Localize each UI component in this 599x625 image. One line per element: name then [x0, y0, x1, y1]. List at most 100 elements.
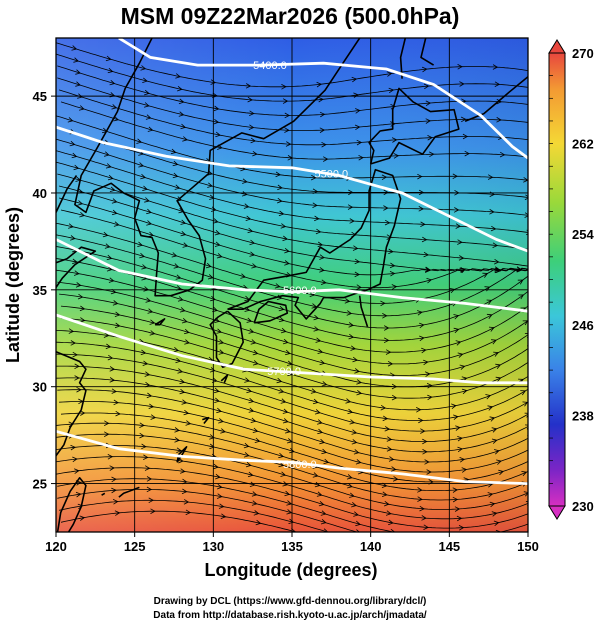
x-tick-label: 135: [281, 539, 303, 554]
wind-arrowhead: [463, 553, 468, 558]
wind-arrowhead: [325, 538, 330, 543]
wind-streamline: [59, 499, 329, 532]
wind-streamline: [56, 467, 528, 529]
wind-arrowhead: [428, 552, 433, 557]
wind-arrowhead: [390, 538, 395, 543]
wind-arrowhead: [495, 529, 502, 532]
coastline: [56, 477, 87, 532]
wind-arrowhead: [529, 446, 534, 451]
wind-arrowhead: [523, 491, 528, 497]
wind-streamline: [57, 389, 528, 463]
wind-streamline: [56, 53, 528, 102]
y-tick-label: 40: [33, 186, 47, 201]
y-tick-label: 25: [33, 477, 47, 492]
colorbar-bottom-triangle: [548, 505, 566, 520]
height-contour: [56, 313, 528, 385]
x-tick-label: 120: [45, 539, 67, 554]
wind-streamline: [56, 422, 528, 491]
wind-arrowhead: [524, 194, 528, 200]
credit-data: Data from http://database.rish.kyoto-u.a…: [153, 610, 427, 621]
coastline: [74, 38, 361, 297]
wind-streamline: [59, 401, 528, 473]
wind-arrowhead: [430, 561, 435, 566]
wind-streamline: [56, 456, 528, 520]
wind-streamline: [56, 126, 528, 198]
wind-streamline: [58, 89, 528, 146]
contour-label: 5500.0: [315, 169, 349, 181]
wind-streamline: [56, 115, 528, 181]
coastline: [464, 76, 528, 123]
coastline: [358, 295, 369, 327]
coastline: [101, 492, 106, 496]
contour-label: 5700.0: [267, 366, 301, 378]
wind-streamline: [59, 185, 528, 272]
wind-arrowhead: [394, 556, 399, 561]
wind-arrowhead: [356, 529, 360, 532]
wind-streamline: [57, 173, 528, 267]
colorbar-label: 254: [572, 227, 594, 242]
wind-streamline: [56, 341, 528, 421]
colorbar-label: 246: [572, 318, 594, 333]
wind-streamline: [56, 161, 528, 250]
wind-streamline: [56, 150, 528, 233]
wind-streamline: [59, 293, 528, 376]
wind-streamline: [57, 281, 528, 365]
wind-arrowhead: [529, 266, 534, 271]
x-tick-label: 145: [438, 539, 460, 554]
map-title: MSM 09Z22Mar2026 (500.0hPa): [121, 3, 460, 29]
wind-arrowhead: [530, 86, 535, 91]
wind-arrowhead: [465, 562, 469, 567]
colorbar-top-triangle: [548, 39, 566, 54]
coastline: [56, 246, 97, 289]
wind-streamline: [56, 42, 528, 88]
wind-streamline: [56, 258, 528, 341]
coastline: [253, 300, 289, 324]
x-axis-label: Longitude (degrees): [204, 560, 377, 580]
wind-arrowhead: [426, 534, 431, 539]
height-contour: [118, 38, 528, 160]
coastline: [368, 87, 460, 165]
coastline: [56, 351, 87, 458]
wind-arrowhead: [323, 528, 329, 532]
wind-arrowhead: [525, 424, 528, 430]
wind-arrowhead: [524, 212, 528, 218]
height-contour: [56, 125, 528, 253]
wind-streamline: [56, 433, 528, 501]
contour-label: 5800.0: [283, 459, 317, 471]
wind-arrowhead: [529, 264, 534, 269]
coastline: [420, 38, 435, 66]
wind-streamline: [56, 222, 528, 304]
x-tick-label: 125: [124, 539, 146, 554]
contour-label: 5400.0: [253, 60, 287, 72]
wind-arrowhead: [498, 549, 503, 554]
wind-arrowhead: [532, 121, 537, 126]
wind-streamline: [57, 77, 528, 131]
x-tick-label: 140: [360, 539, 382, 554]
wind-arrowhead: [527, 72, 528, 74]
wind-arrowhead: [532, 103, 537, 108]
colorbar-label: 230: [572, 499, 594, 514]
colorbar: 270 262 254 246 238 230: [548, 39, 594, 520]
wind-streamline: [57, 478, 528, 532]
height-contour: [56, 238, 528, 313]
wind-arrowhead: [524, 333, 528, 338]
wind-arrowhead: [426, 543, 431, 548]
wind-streamline: [56, 377, 528, 453]
y-axis-label: Latitude (degrees): [3, 207, 23, 363]
wind-streamline: [56, 269, 528, 353]
wind-arrowhead: [461, 535, 466, 540]
colorbar-label: 238: [572, 408, 594, 423]
coastline: [220, 374, 229, 384]
x-tick-label: 150: [517, 539, 539, 554]
wind-arrowhead: [392, 547, 397, 552]
y-tick-label: 35: [33, 283, 47, 298]
wind-arrowhead: [496, 540, 501, 545]
wind-streamline: [56, 353, 528, 432]
wind-streamline: [60, 209, 528, 289]
wind-arrowhead: [527, 511, 528, 512]
plot-area: 5400.0 5500.0 5600.0 5700.0 5800.0: [56, 38, 537, 567]
coastline: [154, 318, 166, 326]
wind-arrowhead: [530, 530, 535, 535]
wind-streamline: [57, 65, 528, 116]
